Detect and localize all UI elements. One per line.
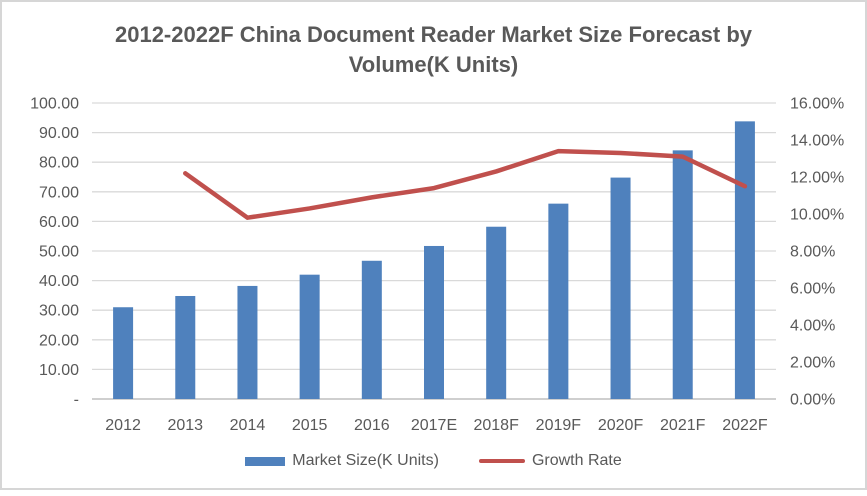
right-axis-tick-label: 10.00% bbox=[790, 207, 844, 224]
right-axis-tick-label: 14.00% bbox=[790, 133, 844, 150]
bar-2016 bbox=[361, 260, 382, 399]
right-axis-tick-label: 8.00% bbox=[790, 244, 835, 261]
bar-2019F bbox=[548, 203, 569, 399]
right-axis-tick-label: 2.00% bbox=[790, 355, 835, 372]
left-axis-tick-label: 20.00 bbox=[39, 332, 79, 349]
legend-item-growth-rate: Growth Rate bbox=[478, 452, 622, 470]
bar-series-swatch-icon bbox=[245, 456, 286, 466]
bar-2018F bbox=[486, 226, 507, 399]
x-axis-label-2021F: 2021F bbox=[660, 417, 706, 434]
bar-2021F bbox=[672, 150, 693, 399]
left-axis-tick-label: - bbox=[74, 392, 79, 409]
right-axis-tick-label: 12.00% bbox=[790, 170, 844, 187]
chart-title-line1: 2012-2022F China Document Reader Market … bbox=[114, 22, 753, 47]
right-axis-tick-label: 4.00% bbox=[790, 318, 835, 335]
right-axis-tick-label: 0.00% bbox=[790, 392, 835, 409]
legend-label-market-size: Market Size(K Units) bbox=[292, 452, 439, 469]
left-axis-tick-label: 60.00 bbox=[39, 214, 79, 231]
bar-2013 bbox=[175, 295, 196, 399]
right-axis-tick-label: 6.00% bbox=[790, 281, 835, 298]
left-axis-tick-label: 10.00 bbox=[39, 362, 79, 379]
x-axis-label-2020F: 2020F bbox=[598, 417, 644, 434]
x-axis-label-2022F: 2022F bbox=[722, 417, 768, 434]
chart-title: 2012-2022F China Document Reader Market … bbox=[0, 20, 867, 80]
left-axis-tick-label: 40.00 bbox=[39, 273, 79, 290]
left-axis-tick-label: 30.00 bbox=[39, 303, 79, 320]
x-axis-label-2014: 2014 bbox=[230, 417, 266, 434]
growth-rate-line bbox=[183, 148, 748, 220]
chart-title-line2: Volume(K Units) bbox=[348, 52, 519, 77]
x-axis-label-2016: 2016 bbox=[354, 417, 390, 434]
chart-legend: Market Size(K Units) Growth Rate bbox=[0, 452, 867, 470]
x-axis-label-2019F: 2019F bbox=[536, 417, 582, 434]
left-axis-tick-label: 50.00 bbox=[39, 244, 79, 261]
left-axis-tick-label: 100.00 bbox=[30, 96, 79, 113]
right-axis-tick-label: 16.00% bbox=[790, 96, 844, 113]
x-axis-label-2018F: 2018F bbox=[473, 417, 519, 434]
bar-2017E bbox=[424, 245, 444, 399]
legend-label-growth-rate: Growth Rate bbox=[531, 452, 622, 469]
bar-2020F bbox=[610, 177, 631, 399]
left-axis-tick-label: 80.00 bbox=[39, 155, 79, 172]
bar-2012 bbox=[113, 307, 134, 399]
x-axis-label-2013: 2013 bbox=[167, 417, 203, 434]
x-axis-label-2015: 2015 bbox=[292, 417, 328, 434]
line-series-swatch-icon bbox=[478, 458, 525, 464]
bar-2022F bbox=[734, 121, 755, 400]
left-axis-tick-label: 70.00 bbox=[39, 184, 79, 201]
x-axis-label-2012: 2012 bbox=[105, 417, 141, 434]
x-axis-label-2017E: 2017E bbox=[411, 417, 457, 434]
bar-2014 bbox=[237, 285, 258, 399]
legend-item-market-size: Market Size(K Units) bbox=[245, 452, 439, 470]
left-axis-tick-label: 90.00 bbox=[39, 125, 79, 142]
bar-2015 bbox=[299, 274, 320, 399]
